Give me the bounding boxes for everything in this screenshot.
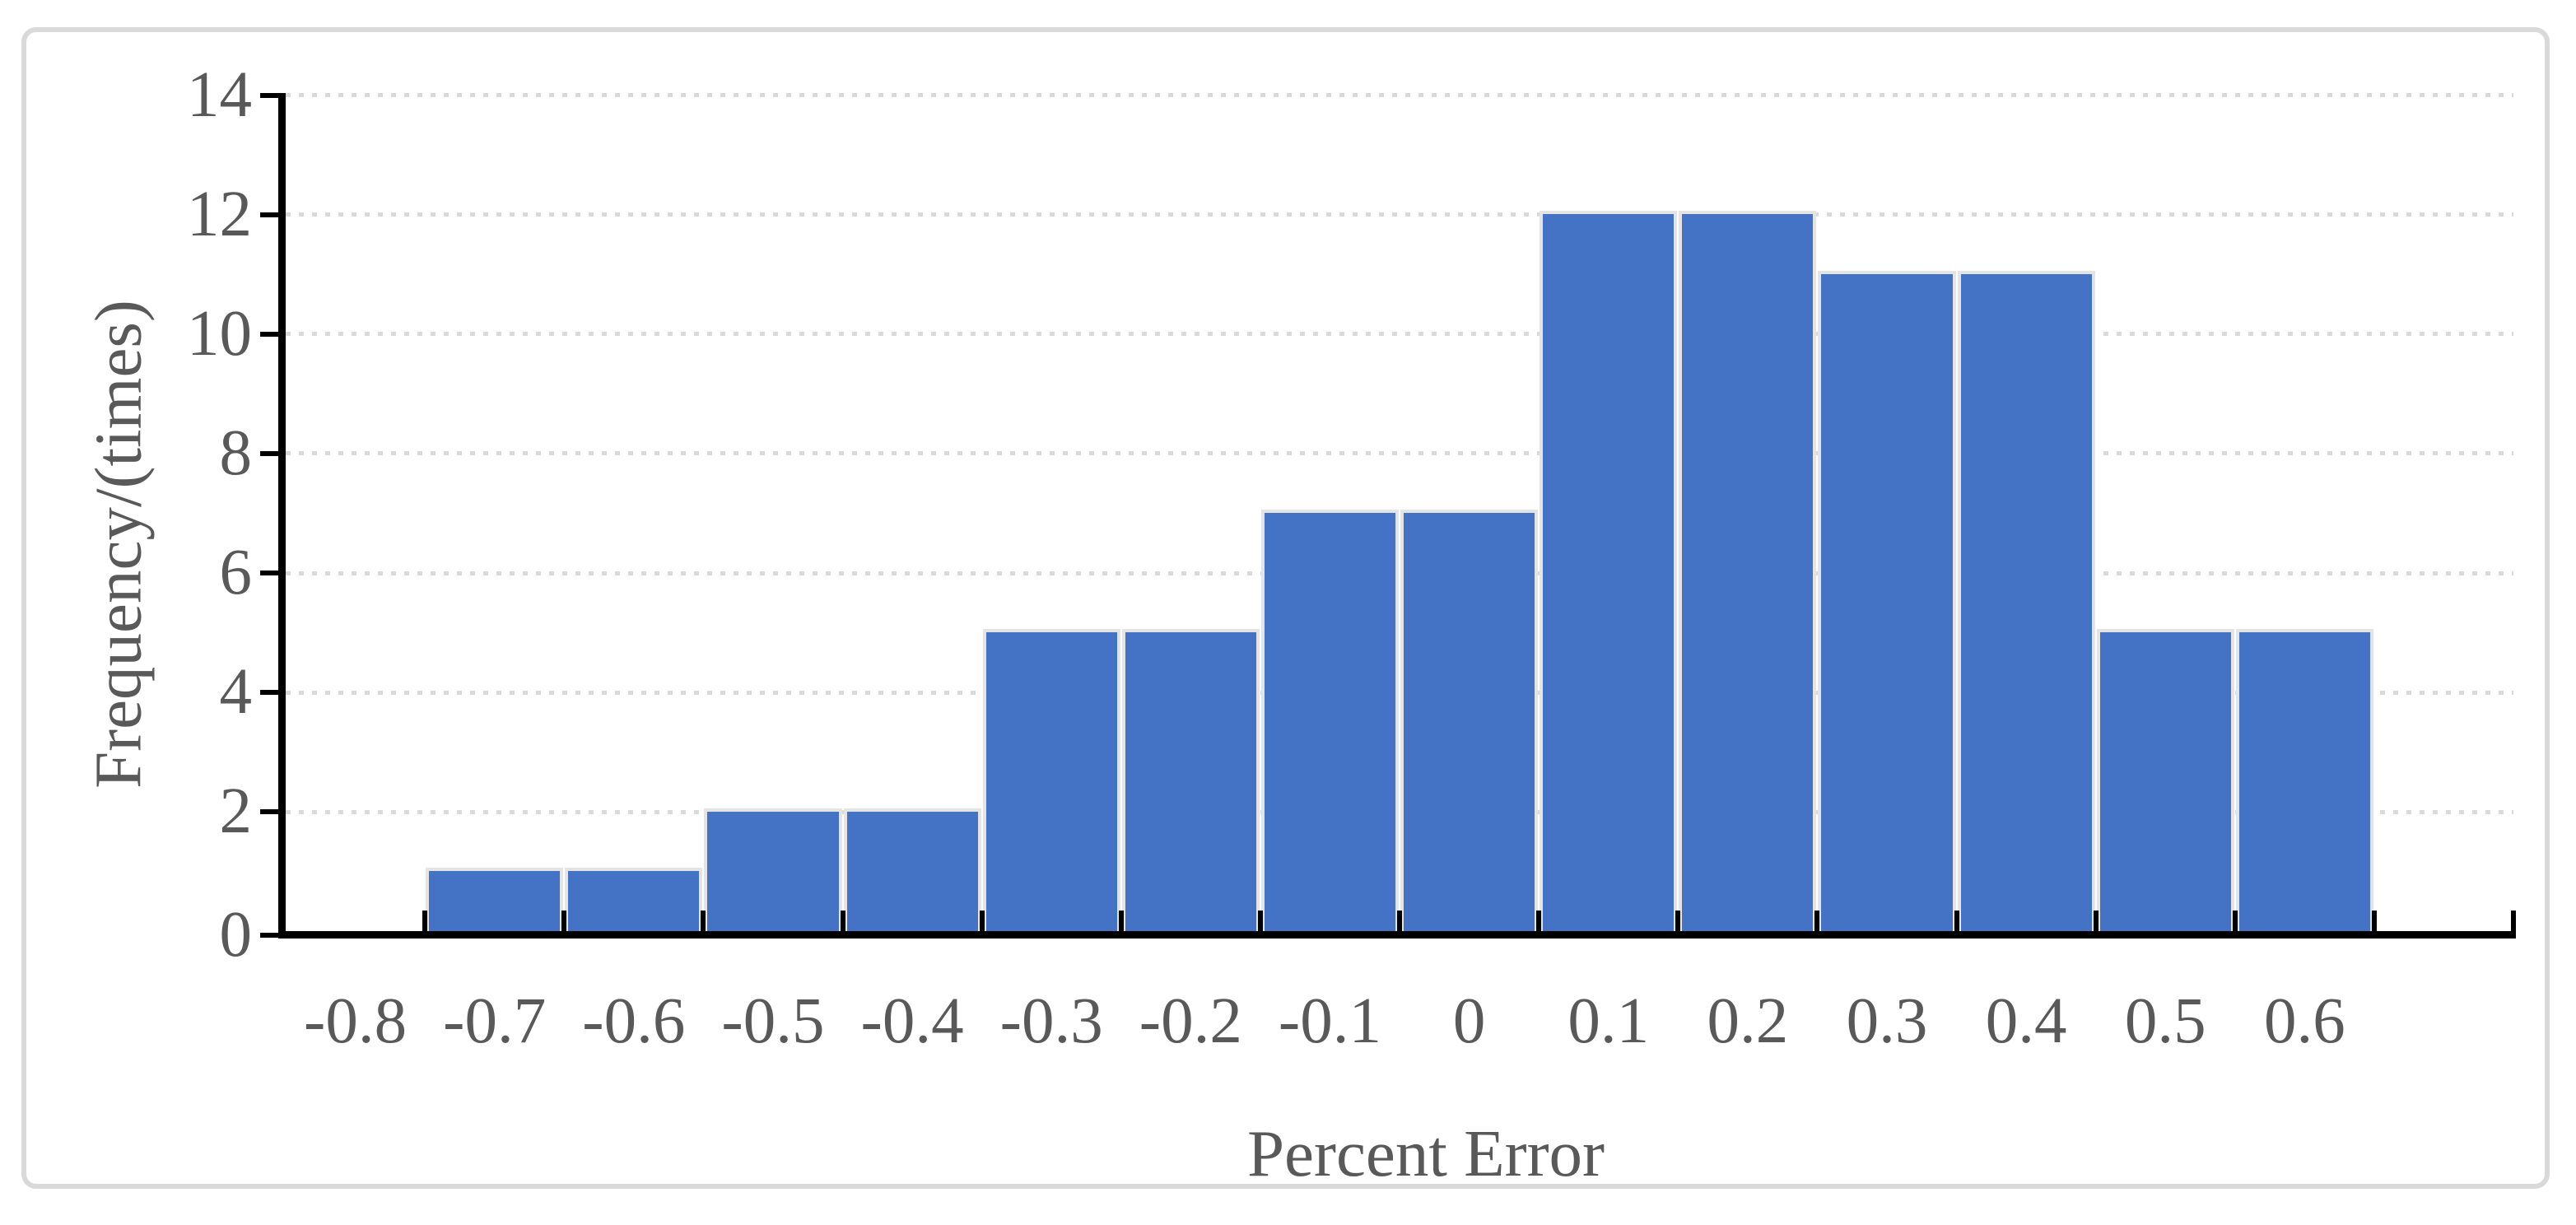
y-tick-label-12: 12 <box>187 178 252 250</box>
bar-0.6 <box>2235 629 2373 931</box>
x-tick-label-0.4: 0.4 <box>1985 985 2067 1057</box>
x-tick-label-0: 0 <box>1452 985 1486 1057</box>
x-axis-line <box>278 931 2516 939</box>
y-tick-label-6: 6 <box>219 537 253 609</box>
gridline-y-8 <box>286 451 2513 456</box>
x-axis-tick-2 <box>561 911 567 931</box>
y-axis-tick-10 <box>260 331 278 337</box>
bar--0.4 <box>843 808 981 931</box>
x-axis-tick-4 <box>840 911 845 931</box>
bar--0.1 <box>1260 510 1399 931</box>
gridline-y-4 <box>286 690 2513 695</box>
x-axis-tick-11 <box>1814 911 1820 931</box>
bar--0.3 <box>982 629 1120 931</box>
x-tick-label-0.6: 0.6 <box>2263 985 2345 1057</box>
y-tick-label-8: 8 <box>219 417 253 489</box>
y-axis-tick-6 <box>260 571 278 576</box>
x-axis-tick-5 <box>979 911 985 931</box>
x-tick-label--0.5: -0.5 <box>721 985 825 1057</box>
y-axis-tick-2 <box>260 809 278 815</box>
x-tick-label--0.4: -0.4 <box>860 985 964 1057</box>
bar--0.5 <box>704 808 842 931</box>
x-tick-label--0.6: -0.6 <box>582 985 686 1057</box>
y-tick-label-4: 4 <box>219 656 253 729</box>
x-axis-tick-12 <box>1954 911 1959 931</box>
y-axis-line <box>278 93 286 939</box>
x-axis-tick-7 <box>1257 911 1263 931</box>
x-tick-label--0.8: -0.8 <box>304 985 408 1057</box>
y-tick-label-10: 10 <box>187 297 252 370</box>
x-tick-label-0.3: 0.3 <box>1846 985 1928 1057</box>
x-axis-tick-14 <box>2232 911 2238 931</box>
bar--0.2 <box>1121 629 1260 931</box>
x-axis-tick-13 <box>2093 911 2099 931</box>
gridline-y-2 <box>286 809 2513 814</box>
bar--0.6 <box>565 868 703 931</box>
bar-0.2 <box>1679 211 1817 931</box>
x-tick-label--0.1: -0.1 <box>1278 985 1381 1057</box>
gridline-y-10 <box>286 332 2513 337</box>
bar-0.3 <box>1818 270 1956 931</box>
x-axis-tick-10 <box>1675 911 1681 931</box>
y-axis-tick-14 <box>260 92 278 98</box>
y-axis-tick-0 <box>260 932 278 938</box>
x-tick-label--0.2: -0.2 <box>1139 985 1242 1057</box>
x-tick-label--0.7: -0.7 <box>443 985 547 1057</box>
x-axis-tick-1 <box>422 911 428 931</box>
x-tick-label-0.2: 0.2 <box>1707 985 1789 1057</box>
y-tick-label-14: 14 <box>187 58 252 131</box>
y-axis-tick-4 <box>260 690 278 696</box>
x-axis-tick-6 <box>1118 911 1124 931</box>
x-tick-label-0.1: 0.1 <box>1567 985 1650 1057</box>
y-tick-label-0: 0 <box>219 898 253 971</box>
y-axis-tick-12 <box>260 212 278 217</box>
y-tick-label-2: 2 <box>219 776 253 848</box>
x-axis-tick-16 <box>2511 911 2516 931</box>
bar-0.4 <box>1957 270 2095 931</box>
bar-0 <box>1400 510 1539 931</box>
x-tick-label--0.3: -0.3 <box>999 985 1103 1057</box>
gridline-y-12 <box>286 212 2513 217</box>
bar-0.1 <box>1540 211 1678 931</box>
gridline-y-6 <box>286 571 2513 575</box>
x-axis-tick-8 <box>1397 911 1402 931</box>
y-axis-tick-8 <box>260 450 278 456</box>
x-axis-tick-15 <box>2371 911 2377 931</box>
x-tick-label-0.5: 0.5 <box>2124 985 2206 1057</box>
x-axis-title: Percent Error <box>1246 1116 1605 1190</box>
gridline-y-14 <box>286 93 2513 97</box>
x-axis-tick-9 <box>1536 911 1542 931</box>
bar--0.7 <box>426 868 564 931</box>
bar-0.5 <box>2096 629 2234 931</box>
x-axis-tick-3 <box>701 911 706 931</box>
